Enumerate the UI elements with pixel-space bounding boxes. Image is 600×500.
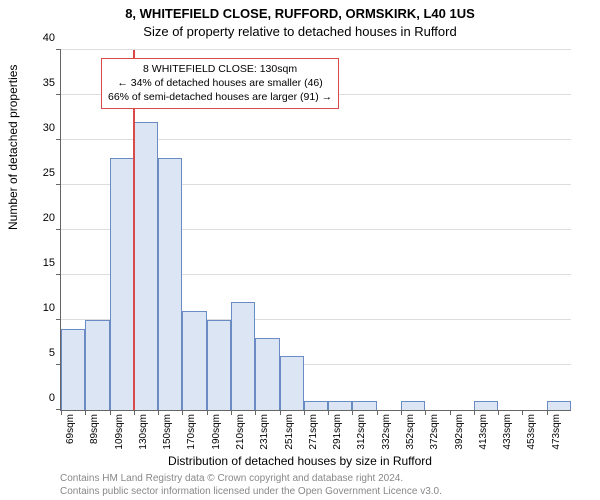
x-tick-label: 210sqm — [235, 414, 246, 450]
x-tick-label: 372sqm — [429, 414, 440, 450]
x-tick-mark — [450, 410, 451, 415]
x-axis-label: Distribution of detached houses by size … — [0, 454, 600, 468]
x-tick-mark — [134, 410, 135, 415]
grid-line — [61, 49, 571, 50]
y-axis-label: Number of detached properties — [6, 65, 20, 230]
x-tick-label: 291sqm — [332, 414, 343, 450]
x-tick-mark — [498, 410, 499, 415]
y-tick-mark — [56, 94, 61, 95]
x-tick-label: 231sqm — [259, 414, 270, 450]
x-tick-label: 453sqm — [526, 414, 537, 450]
x-tick-mark — [425, 410, 426, 415]
histogram-bar — [280, 356, 304, 410]
histogram-bar — [304, 401, 328, 410]
y-tick-label: 30 — [43, 122, 55, 134]
y-tick-mark — [56, 319, 61, 320]
x-tick-mark — [158, 410, 159, 415]
x-tick-label: 190sqm — [211, 414, 222, 450]
histogram-bar — [474, 401, 498, 410]
y-tick-mark — [56, 139, 61, 140]
histogram-bar — [255, 338, 279, 410]
y-tick-mark — [56, 184, 61, 185]
histogram-bar — [85, 320, 109, 410]
x-tick-mark — [61, 410, 62, 415]
x-tick-mark — [231, 410, 232, 415]
histogram-bar — [547, 401, 571, 410]
x-tick-mark — [182, 410, 183, 415]
x-tick-mark — [304, 410, 305, 415]
x-tick-label: 332sqm — [381, 414, 392, 450]
y-tick-label: 25 — [43, 167, 55, 179]
histogram-bar — [110, 158, 134, 410]
y-tick-label: 15 — [43, 257, 55, 269]
y-tick-mark — [56, 229, 61, 230]
histogram-bar — [134, 122, 158, 410]
x-tick-mark — [352, 410, 353, 415]
x-tick-mark — [377, 410, 378, 415]
x-tick-mark — [401, 410, 402, 415]
x-tick-label: 109sqm — [114, 414, 125, 450]
x-tick-mark — [280, 410, 281, 415]
x-tick-label: 170sqm — [186, 414, 197, 450]
x-tick-label: 150sqm — [162, 414, 173, 450]
y-tick-label: 0 — [49, 392, 55, 404]
x-tick-label: 130sqm — [138, 414, 149, 450]
y-tick-label: 35 — [43, 77, 55, 89]
x-tick-label: 271sqm — [308, 414, 319, 450]
x-tick-label: 392sqm — [454, 414, 465, 450]
footer-text-2: Contains public sector information licen… — [60, 486, 442, 497]
histogram-bar — [61, 329, 85, 410]
x-tick-label: 69sqm — [65, 414, 76, 444]
annotation-line1: 8 WHITEFIELD CLOSE: 130sqm — [108, 62, 332, 76]
x-tick-label: 413sqm — [478, 414, 489, 450]
x-tick-label: 251sqm — [284, 414, 295, 450]
histogram-bar — [352, 401, 376, 410]
chart-title-main: 8, WHITEFIELD CLOSE, RUFFORD, ORMSKIRK, … — [0, 6, 600, 21]
histogram-bar — [207, 320, 231, 410]
y-tick-mark — [56, 274, 61, 275]
y-tick-label: 10 — [43, 302, 55, 314]
annotation-box: 8 WHITEFIELD CLOSE: 130sqm← 34% of detac… — [101, 58, 339, 109]
x-tick-label: 433sqm — [502, 414, 513, 450]
x-tick-mark — [474, 410, 475, 415]
footer-text-1: Contains HM Land Registry data © Crown c… — [60, 473, 403, 484]
x-tick-mark — [255, 410, 256, 415]
histogram-bar — [158, 158, 182, 410]
y-tick-mark — [56, 49, 61, 50]
x-tick-mark — [522, 410, 523, 415]
x-tick-mark — [547, 410, 548, 415]
y-tick-label: 20 — [43, 212, 55, 224]
x-tick-label: 352sqm — [405, 414, 416, 450]
histogram-bar — [231, 302, 255, 410]
plot-area: 051015202530354069sqm89sqm109sqm130sqm15… — [60, 50, 571, 411]
x-tick-mark — [110, 410, 111, 415]
x-tick-label: 473sqm — [551, 414, 562, 450]
x-tick-label: 89sqm — [89, 414, 100, 444]
x-tick-mark — [328, 410, 329, 415]
x-tick-label: 312sqm — [356, 414, 367, 450]
annotation-line2: ← 34% of detached houses are smaller (46… — [108, 76, 332, 90]
x-tick-mark — [207, 410, 208, 415]
y-tick-label: 5 — [49, 347, 55, 359]
x-tick-mark — [85, 410, 86, 415]
annotation-line3: 66% of semi-detached houses are larger (… — [108, 90, 332, 104]
histogram-bar — [182, 311, 206, 410]
histogram-bar — [401, 401, 425, 410]
histogram-bar — [328, 401, 352, 410]
chart-title-sub: Size of property relative to detached ho… — [0, 24, 600, 39]
y-tick-label: 40 — [43, 32, 55, 44]
